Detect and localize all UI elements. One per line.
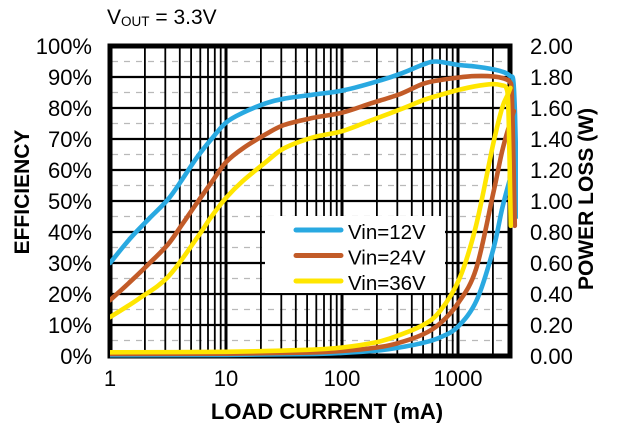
- svg-text:VOUT = 3.3V: VOUT = 3.3V: [107, 6, 217, 29]
- svg-text:Vin=12V: Vin=12V: [348, 221, 426, 244]
- svg-text:1.80: 1.80: [530, 65, 573, 90]
- svg-text:1.00: 1.00: [530, 189, 573, 214]
- svg-text:50%: 50%: [48, 189, 92, 214]
- svg-text:20%: 20%: [48, 282, 92, 307]
- svg-text:40%: 40%: [48, 220, 92, 245]
- svg-text:0%: 0%: [60, 344, 92, 369]
- svg-text:30%: 30%: [48, 251, 92, 276]
- svg-text:100%: 100%: [36, 34, 92, 59]
- svg-text:POWER LOSS (W): POWER LOSS (W): [575, 108, 598, 290]
- svg-text:EFFICIENCY: EFFICIENCY: [11, 130, 34, 255]
- svg-text:0.00: 0.00: [530, 344, 573, 369]
- svg-text:0.60: 0.60: [530, 251, 573, 276]
- svg-text:0.80: 0.80: [530, 220, 573, 245]
- svg-text:100: 100: [324, 366, 361, 391]
- svg-text:LOAD CURRENT (mA): LOAD CURRENT (mA): [211, 399, 443, 423]
- svg-text:Vin=24V: Vin=24V: [348, 247, 426, 270]
- svg-text:70%: 70%: [48, 127, 92, 152]
- svg-text:10: 10: [214, 366, 238, 391]
- svg-text:1: 1: [104, 366, 116, 391]
- svg-text:0.20: 0.20: [530, 313, 573, 338]
- svg-text:1000: 1000: [434, 366, 483, 391]
- svg-text:Vin=36V: Vin=36V: [348, 272, 426, 295]
- svg-text:1.20: 1.20: [530, 158, 573, 183]
- svg-text:90%: 90%: [48, 65, 92, 90]
- svg-text:2.00: 2.00: [530, 34, 573, 59]
- svg-text:1.40: 1.40: [530, 127, 573, 152]
- svg-text:0.40: 0.40: [530, 282, 573, 307]
- svg-text:1.60: 1.60: [530, 96, 573, 121]
- svg-text:10%: 10%: [48, 313, 92, 338]
- svg-text:60%: 60%: [48, 158, 92, 183]
- svg-text:80%: 80%: [48, 96, 92, 121]
